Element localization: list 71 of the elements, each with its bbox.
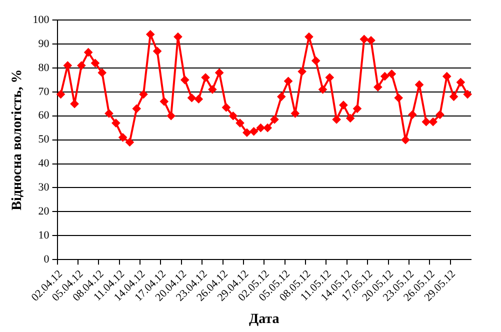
point <box>180 76 189 84</box>
point <box>374 83 382 92</box>
point <box>242 128 251 137</box>
point <box>105 109 114 118</box>
point <box>436 110 444 119</box>
point <box>202 74 210 82</box>
y-tick-label: 50 <box>38 134 50 146</box>
point <box>429 118 438 126</box>
point <box>284 77 292 86</box>
x-axis-title: Дата <box>248 312 280 328</box>
point <box>277 92 286 101</box>
point <box>360 35 368 44</box>
point <box>326 74 334 82</box>
point <box>346 114 354 122</box>
point <box>215 68 224 77</box>
point <box>139 90 148 98</box>
y-tick-label: 20 <box>38 206 50 218</box>
y-tick-label: 80 <box>38 62 50 74</box>
point <box>84 48 92 56</box>
point <box>312 56 320 65</box>
point <box>464 90 472 98</box>
point <box>318 85 327 94</box>
y-tick-label: 10 <box>38 230 50 242</box>
point <box>208 85 216 94</box>
point <box>264 124 272 132</box>
point <box>112 119 120 128</box>
point <box>98 68 106 77</box>
point <box>298 68 306 76</box>
point <box>56 90 65 98</box>
point <box>353 104 362 113</box>
point <box>91 59 100 68</box>
point <box>415 80 424 89</box>
y-tick-label: 0 <box>44 254 50 266</box>
point <box>380 72 389 80</box>
point <box>339 101 348 110</box>
point <box>118 133 127 142</box>
point <box>188 94 196 102</box>
point <box>126 138 134 146</box>
point <box>146 30 154 38</box>
point <box>270 115 278 124</box>
y-axis-title: Відносна вологість, % <box>10 69 26 210</box>
point <box>174 32 182 41</box>
point <box>402 136 410 144</box>
y-tick-label: 70 <box>38 86 50 98</box>
y-tick-label: 100 <box>32 14 50 26</box>
point <box>456 78 465 86</box>
point <box>388 70 396 78</box>
point <box>291 109 300 118</box>
point <box>408 110 416 119</box>
point <box>236 119 244 128</box>
point <box>250 127 258 136</box>
point <box>332 115 341 124</box>
y-tick-label: 40 <box>38 158 50 170</box>
point <box>394 94 403 102</box>
point <box>422 118 430 126</box>
point <box>194 95 203 104</box>
point <box>229 112 238 120</box>
point <box>450 92 458 101</box>
point <box>442 72 451 80</box>
point <box>304 32 313 41</box>
y-tick-label: 30 <box>38 182 50 194</box>
point <box>77 62 86 70</box>
point <box>256 124 265 132</box>
point <box>160 97 168 106</box>
point <box>132 104 141 113</box>
point <box>167 112 176 120</box>
point <box>367 36 376 44</box>
point <box>153 47 162 56</box>
point <box>222 103 230 112</box>
y-tick-label: 90 <box>38 38 50 50</box>
y-tick-label: 60 <box>38 110 50 122</box>
